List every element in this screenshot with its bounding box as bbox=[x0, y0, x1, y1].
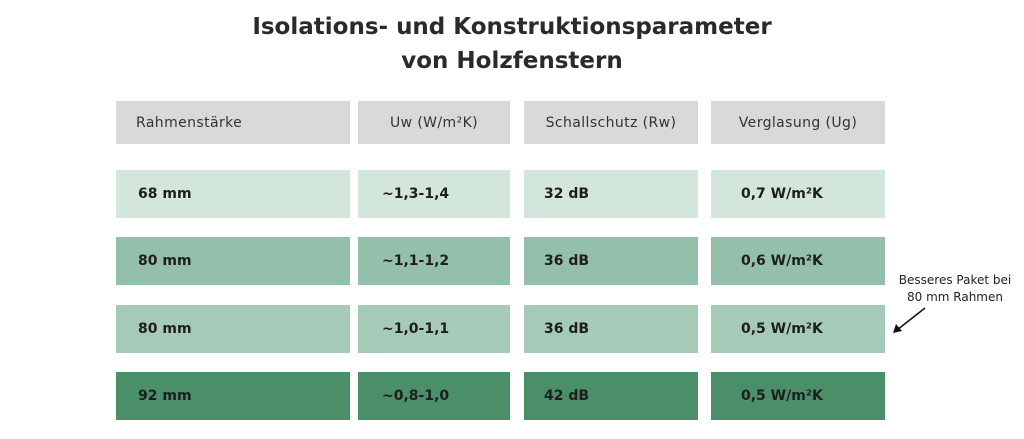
table-cell: 80 mm bbox=[116, 305, 350, 353]
table-cell: ~0,8-1,0 bbox=[358, 372, 510, 420]
table-cell: ~1,3-1,4 bbox=[358, 170, 510, 218]
table-cell: 0,5 W/m²K bbox=[711, 305, 885, 353]
header-cell: Verglasung (Ug) bbox=[711, 101, 885, 144]
header-cell: Uw (W/m²K) bbox=[358, 101, 510, 144]
header-cell: Schallschutz (Rw) bbox=[524, 101, 698, 144]
table-cell: 42 dB bbox=[524, 372, 698, 420]
header-cell: Rahmenstärke bbox=[116, 101, 350, 144]
table-cell: 0,5 W/m²K bbox=[711, 372, 885, 420]
table-cell: 36 dB bbox=[524, 305, 698, 353]
title: Isolations- und Konstruktionsparameter bbox=[252, 14, 772, 40]
annotation: 80 mm Rahmen bbox=[907, 290, 1003, 304]
table-cell: 80 mm bbox=[116, 237, 350, 285]
table-cell: 92 mm bbox=[116, 372, 350, 420]
annotation: Besseres Paket bei bbox=[898, 273, 1012, 287]
table-cell: 68 mm bbox=[116, 170, 350, 218]
table-cell: 36 dB bbox=[524, 237, 698, 285]
table-cell: 0,6 W/m²K bbox=[711, 237, 885, 285]
table-cell: ~1,1-1,2 bbox=[358, 237, 510, 285]
table-cell: 32 dB bbox=[524, 170, 698, 218]
title: von Holzfenstern bbox=[401, 48, 623, 74]
table-cell: ~1,0-1,1 bbox=[358, 305, 510, 353]
table-cell: 0,7 W/m²K bbox=[711, 170, 885, 218]
